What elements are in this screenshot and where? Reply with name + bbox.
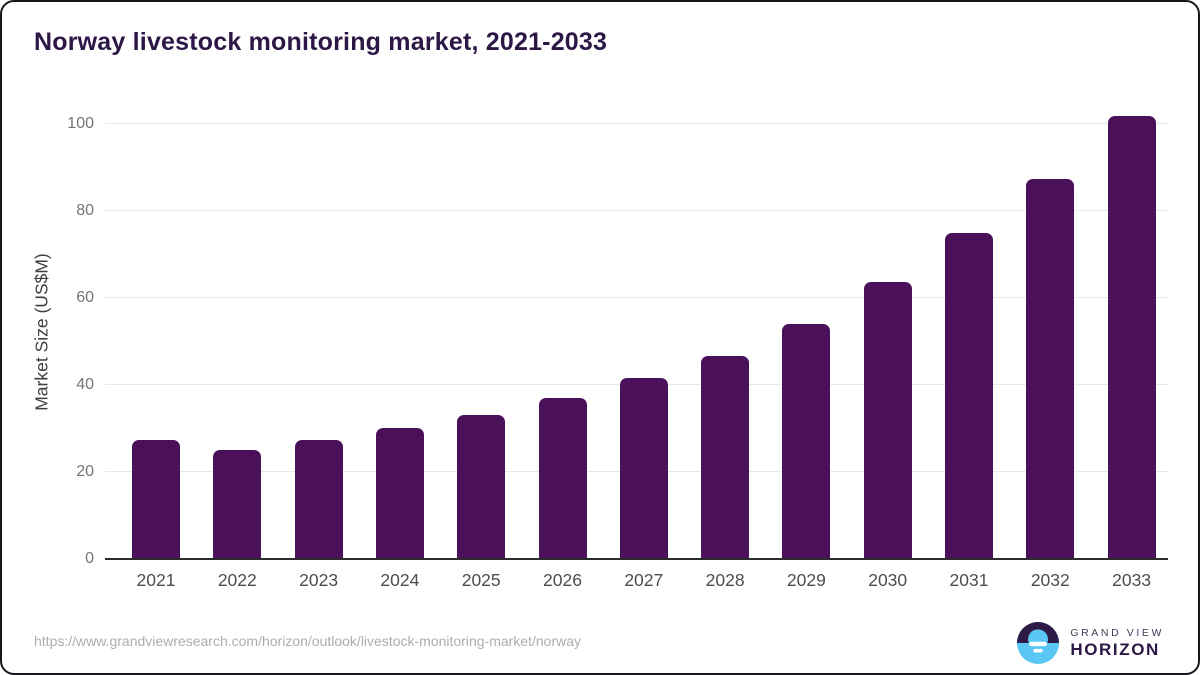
y-tick-label-0: 0 — [85, 550, 94, 567]
gridline-60 — [105, 296, 1168, 298]
sunrise-horizon-icon — [1017, 622, 1060, 664]
plot-area — [105, 102, 1168, 560]
bar-2029[interactable] — [782, 323, 831, 559]
x-tick-label-2023: 2023 — [299, 570, 339, 590]
bar-2021[interactable] — [132, 439, 180, 559]
bar-2028[interactable] — [701, 356, 750, 559]
bar-2031[interactable] — [945, 233, 993, 559]
gridline-80 — [105, 209, 1168, 211]
y-tick-label-100: 100 — [67, 114, 94, 132]
x-tick-label-2021: 2021 — [136, 570, 176, 590]
x-tick-label-2030: 2030 — [868, 570, 908, 590]
x-tick-label-2025: 2025 — [461, 570, 501, 590]
y-tick-label-20: 20 — [76, 462, 94, 480]
logo-line2: HORIZON — [1070, 639, 1160, 659]
logo-text: GRAND VIEW HORIZON — [1070, 627, 1164, 660]
y-tick-label-60: 60 — [76, 288, 94, 306]
bar-2030[interactable] — [863, 281, 912, 559]
bar-2025[interactable] — [457, 415, 506, 559]
logo-line1: GRAND VIEW — [1070, 626, 1164, 639]
bar-2032[interactable] — [1026, 179, 1075, 559]
source-url: https://www.grandviewresearch.com/horizo… — [34, 633, 581, 649]
x-tick-label-2027: 2027 — [624, 570, 664, 590]
x-tick-label-2022: 2022 — [217, 570, 257, 590]
bar-2026[interactable] — [538, 398, 587, 559]
y-tick-label-80: 80 — [76, 201, 94, 219]
x-axis-line — [105, 558, 1168, 560]
bar-2027[interactable] — [619, 378, 668, 559]
y-axis-ticks: 0 20 40 60 80 100 — [30, 102, 94, 567]
bar-2033[interactable] — [1107, 115, 1156, 559]
bar-2023[interactable] — [294, 439, 343, 559]
x-tick-label-2029: 2029 — [786, 570, 826, 590]
x-tick-label-2024: 2024 — [380, 570, 420, 590]
gridline-100 — [105, 122, 1168, 124]
x-tick-label-2033: 2033 — [1112, 570, 1152, 590]
y-tick-label-40: 40 — [76, 375, 94, 393]
x-tick-label-2028: 2028 — [705, 570, 745, 590]
x-tick-label-2032: 2032 — [1030, 570, 1070, 590]
x-axis-ticks: 2021 2022 2023 2024 2025 2026 2027 2028 2029 2030… — [105, 570, 1168, 596]
grand-view-horizon-logo: GRAND VIEW HORIZON — [1017, 622, 1164, 664]
x-tick-label-2026: 2026 — [543, 570, 582, 590]
x-tick-label-2031: 2031 — [949, 570, 989, 590]
bar-2022[interactable] — [213, 449, 262, 559]
bar-2024[interactable] — [375, 428, 424, 559]
chart-title: Norway livestock monitoring market, 2021… — [34, 28, 608, 56]
